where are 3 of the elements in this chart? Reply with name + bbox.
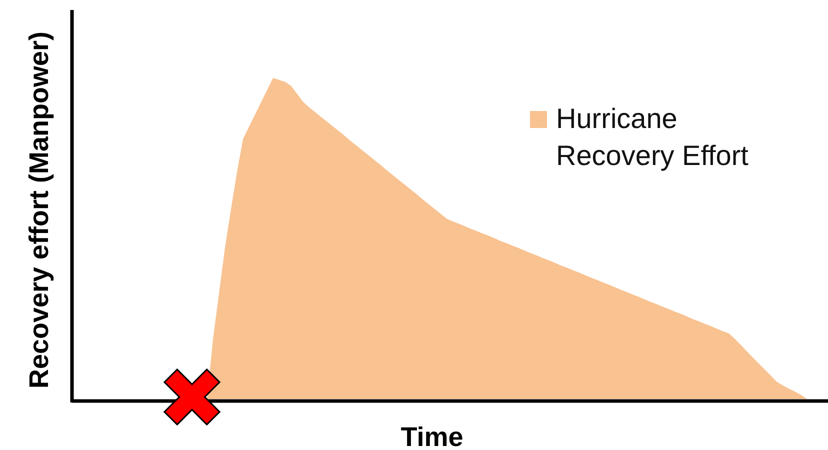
y-axis-title: Recovery effort (Manpower) — [24, 31, 54, 389]
x-axis-title: Time — [400, 422, 464, 450]
legend-label: Hurricane Recovery Effort — [556, 103, 749, 171]
